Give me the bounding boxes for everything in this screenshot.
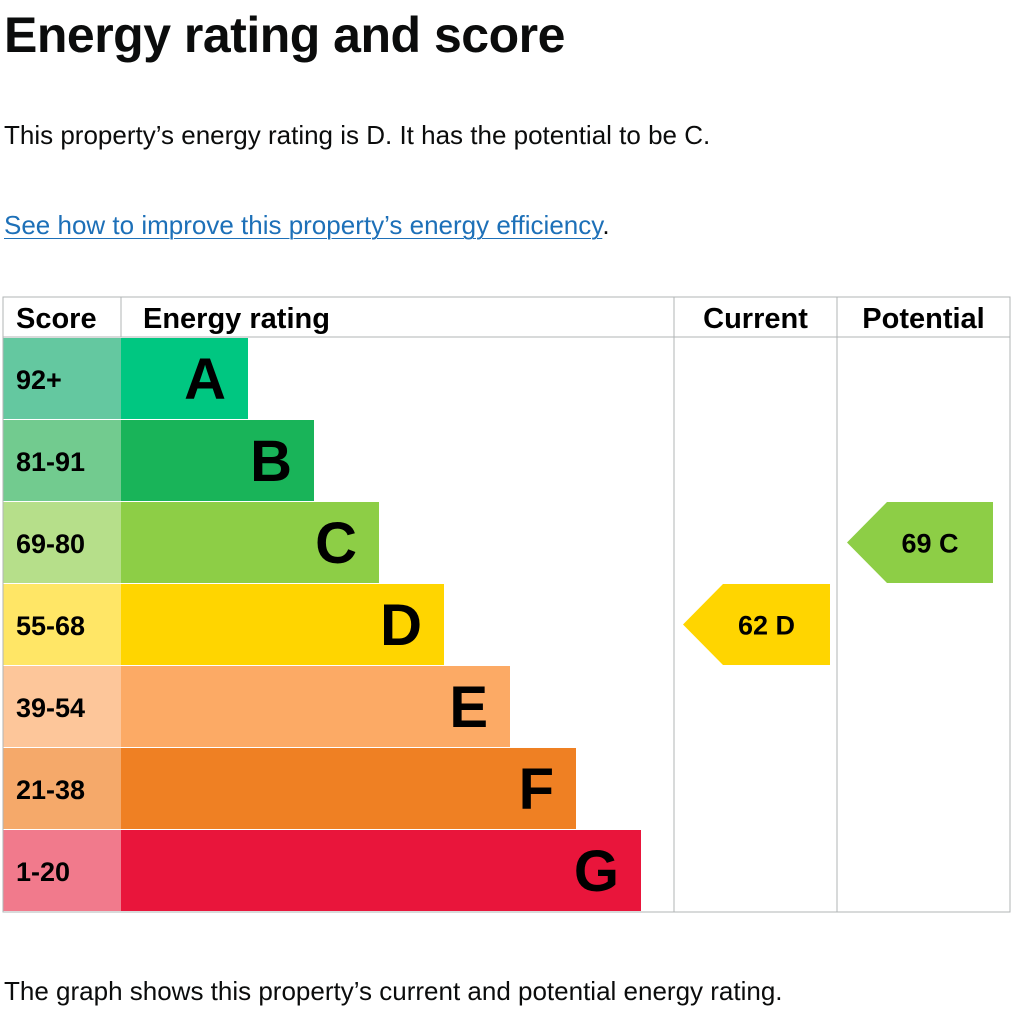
rating-bar-D [121,584,444,665]
score-range-F: 21-38 [16,775,85,805]
rating-bar-C [121,502,379,583]
graph-caption: The graph shows this property’s current … [4,976,783,1006]
chart-border [2,296,1011,913]
score-cell-E [3,666,121,747]
score-cell-G [3,830,121,911]
score-range-E: 39-54 [16,693,85,723]
rating-bar-F [121,748,576,829]
rating-bar-B [121,420,314,501]
score-range-C: 69-80 [16,529,85,559]
current-rating-arrow [683,584,830,665]
score-cell-F [3,748,121,829]
current-rating-label: 62 D [738,611,795,641]
rating-letter-G: G [574,839,619,904]
potential-rating-arrow [847,502,993,583]
score-range-B: 81-91 [16,447,85,477]
header-score: Score [16,303,97,335]
score-range-D: 55-68 [16,611,85,641]
score-cell-A [3,338,121,419]
rating-summary: This property’s energy rating is D. It h… [4,120,711,150]
rating-letter-E: E [449,675,488,740]
score-range-A: 92+ [16,365,62,395]
rating-bar-E [121,666,510,747]
score-range-G: 1-20 [16,857,70,887]
score-cell-C [3,502,121,583]
link-suffix: . [602,210,610,240]
rating-letter-F: F [519,757,554,822]
score-cell-D [3,584,121,665]
rating-letter-A: A [184,347,226,412]
improve-paragraph: See how to improve this property’s energ… [4,210,610,241]
improve-link[interactable]: See how to improve this property’s energ… [4,210,603,240]
rating-letter-C: C [315,511,357,576]
header-potential: Potential [862,303,984,335]
rating-bar-G [121,830,641,911]
rating-letter-D: D [380,593,422,658]
score-cell-B [3,420,121,501]
rating-letter-B: B [250,429,292,494]
header-energy-rating: Energy rating [143,303,330,335]
rating-bar-A [121,338,248,419]
page-title: Energy rating and score [4,7,565,63]
potential-rating-label: 69 C [901,529,958,559]
header-current: Current [703,303,808,335]
